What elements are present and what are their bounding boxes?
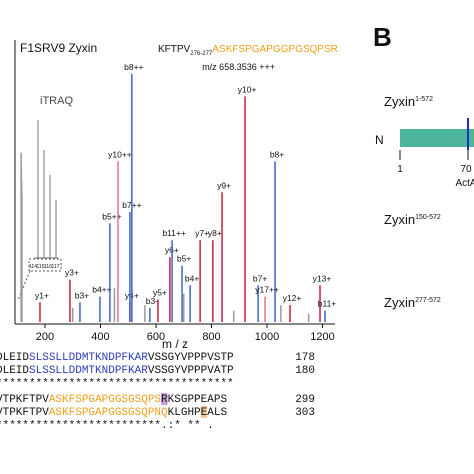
- construct-range: 277-572: [415, 297, 441, 304]
- sequence-segment: ************************************: [0, 378, 234, 390]
- construct-label: Zyxin277-572: [384, 295, 441, 310]
- x-tick-label: 1000: [255, 331, 279, 343]
- inset-peaks: [34, 120, 58, 259]
- peak-label: y12+: [283, 293, 302, 303]
- peak-label: y10+: [238, 84, 257, 94]
- sequence-segment: DLEID: [0, 365, 29, 377]
- sequence-segment: ALS: [207, 407, 227, 419]
- residue-highlight: [200, 406, 208, 418]
- residue-number: 303: [295, 407, 315, 419]
- inset-tick-label: 115: [37, 264, 45, 270]
- inset-link: [17, 270, 31, 301]
- construct-label: Zyxin1-572: [384, 94, 433, 109]
- construct-label: Zyxin150-572: [384, 212, 441, 227]
- peptide-suffix: ASKFSPGAPGGPGSQPSR: [212, 44, 338, 55]
- sequence-segment: DLEID: [0, 352, 29, 364]
- x-tick-label: 1200: [310, 331, 334, 343]
- peak-label: b11+: [318, 299, 337, 309]
- position-label: 70: [460, 164, 472, 175]
- sequence-segment: KLGHP: [168, 407, 201, 419]
- sequence-segment: VTPKFTPV: [0, 394, 49, 406]
- x-tick-label: 400: [91, 331, 109, 343]
- sequence-segment: SLSSLLDDMTKNDPFKAR: [29, 352, 148, 364]
- residue-highlight: [161, 393, 168, 405]
- x-tick-label: 200: [36, 331, 54, 343]
- residue-number: 180: [295, 365, 315, 377]
- sequence-row: ************************************: [0, 378, 234, 390]
- sequence-row: DLEIDSLSSLLDDMTKNDPFKARVSSGYVPPPVATP: [0, 365, 234, 377]
- peak-label: y7+: [195, 228, 209, 238]
- peptide-sub: 276-277: [190, 51, 213, 57]
- peak-label: b8++: [124, 62, 143, 72]
- construct-name: Zyxin: [384, 94, 415, 109]
- sequence-segment: VSSGYVPPPVSTP: [148, 352, 234, 364]
- sequence-segment: ASKFSPGAPGGSGSQPNQ: [49, 407, 168, 419]
- x-tick-label: 800: [202, 331, 220, 343]
- peak-label: y9+: [217, 180, 231, 190]
- construct-range: 150-572: [415, 214, 441, 221]
- highlight-group: [200, 406, 208, 418]
- peak-label: y1+: [35, 290, 49, 300]
- peak-label: b3+: [75, 290, 89, 300]
- construct-name: Zyxin: [384, 212, 415, 227]
- inset-tick-label: 116: [44, 264, 52, 270]
- sequence-segment: E: [201, 407, 208, 419]
- sequence-segment: KSGPPEAPS: [168, 394, 228, 406]
- residue-number: 299: [295, 394, 315, 406]
- precursor: m/z 658.3536 +++: [202, 62, 275, 72]
- inset-tick-label: 117: [52, 264, 60, 270]
- x-axis-label: m / z: [162, 337, 188, 351]
- motif-label: ActA: [455, 178, 474, 189]
- sequence-row: *************************.:* ** .: [0, 420, 214, 432]
- sequence-segment: VSSGYVPPPVATP: [148, 365, 234, 377]
- position-label: 1: [397, 164, 403, 175]
- highlight-group: [161, 393, 168, 405]
- peak-label: y8+: [208, 228, 222, 238]
- sequence-segment: ASKFSPGAPGGSGSQPS: [49, 394, 162, 406]
- residue-number: 178: [295, 352, 315, 364]
- zyxin-bar: [400, 129, 474, 147]
- peak-label: b4+: [185, 273, 199, 283]
- peak-label: b5+: [177, 254, 191, 264]
- inset-tick-label: 114: [29, 264, 37, 270]
- peak-label: b11++: [162, 228, 186, 238]
- sequence-segment: *************************.:* ** .: [0, 420, 214, 432]
- sequence-segment: VTPKFTPV: [0, 407, 49, 419]
- sequence-row: DLEIDSLSSLLDDMTKNDPFKARVSSGYVPPPVSTP: [0, 352, 234, 364]
- x-tick-label: 600: [147, 331, 165, 343]
- sequence-row: VTPKFTPVASKFSPGAPGGSGSQPSRKSGPPEAPS: [0, 394, 227, 406]
- peak-label: y13+: [313, 273, 332, 283]
- peptide-prefix: KFTPV: [158, 44, 191, 55]
- panel-letter: B: [373, 22, 392, 52]
- peak-label: y3+: [65, 268, 79, 278]
- inset-box: [28, 258, 62, 272]
- peak-label: b3-: [146, 296, 158, 306]
- peak-label: b4++: [92, 285, 111, 295]
- peak-label: b7+: [253, 273, 267, 283]
- peak-label: b5++: [102, 211, 121, 221]
- sequence-segment: R: [161, 394, 168, 406]
- peak-label: y17++: [255, 285, 279, 295]
- chart-title: F1SRV9 Zyxin: [20, 41, 97, 55]
- peak-label: b8+: [270, 149, 284, 159]
- construct-range: 1-572: [415, 96, 433, 103]
- n-terminus: N: [375, 133, 384, 147]
- peptide: KFTPV276-277ASKFSPGAPGGPGSQPSR: [158, 44, 338, 57]
- sequence-segment: SLSSLLDDMTKNDPFKAR: [29, 365, 148, 377]
- itraq-label: iTRAQ: [40, 95, 73, 107]
- peak-label: y10++: [108, 149, 132, 159]
- construct-name: Zyxin: [384, 295, 415, 310]
- sequence-row: VTPKFTPVASKFSPGAPGGSGSQPNQKLGHPEALS: [0, 407, 227, 419]
- peak-label: y5+: [153, 287, 167, 297]
